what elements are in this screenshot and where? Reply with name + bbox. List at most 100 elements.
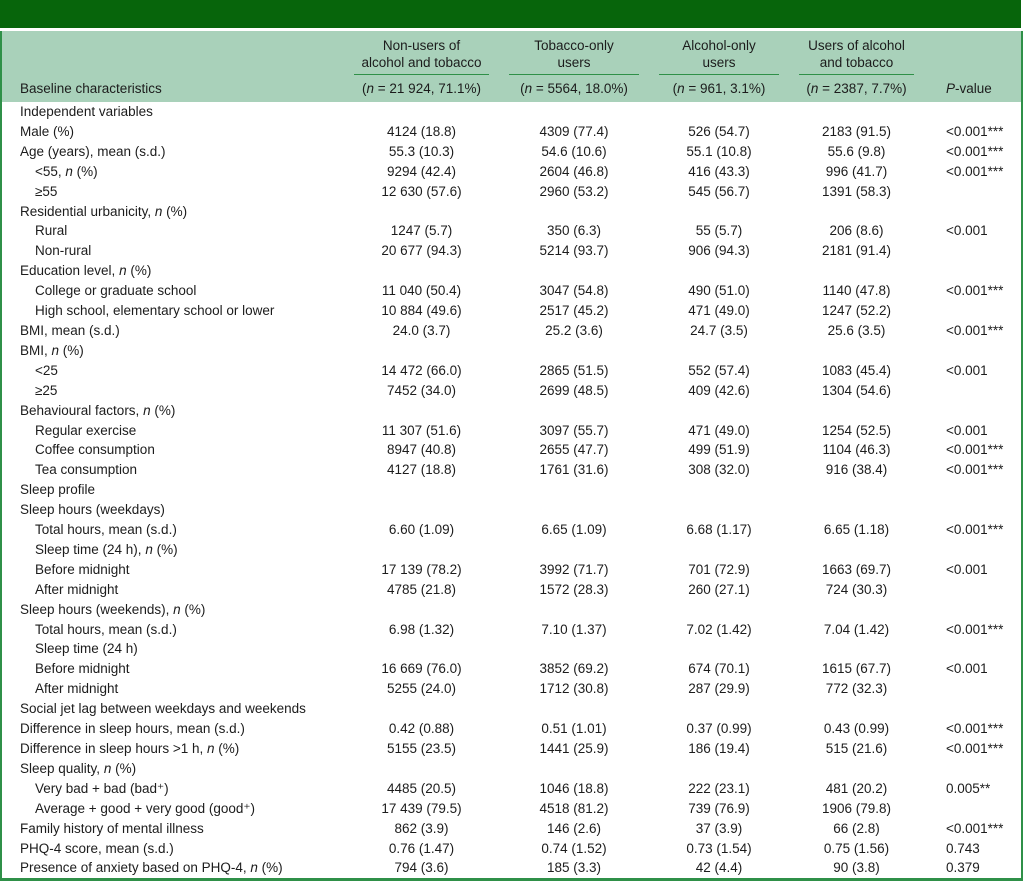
p-value-cell (924, 202, 1022, 222)
p-value-cell (924, 580, 1022, 600)
group-title-line: Users of alcohol (808, 38, 905, 53)
cell-value: 2655 (47.7) (539, 442, 609, 458)
p-value-cell: 0.743 (946, 840, 980, 856)
cell-value (344, 261, 499, 281)
p-value-cell: <0.001 (946, 561, 988, 577)
cell-value: 4309 (77.4) (539, 123, 609, 139)
row-label: ≥25 (35, 382, 58, 398)
p-value-cell: 0.005** (946, 780, 991, 796)
group-title-line: users (702, 54, 736, 70)
cell-value: 0.37 (0.99) (686, 721, 752, 737)
cell-value: 185 (3.3) (546, 860, 602, 876)
table-row: Coffee consumption 8947 (40.8) 2655 (47.7)… (1, 440, 1022, 460)
row-label: <55, n (%) (35, 163, 98, 179)
row-label: Sleep hours (weekends), n (%) (20, 601, 206, 617)
cell-value: 996 (41.7) (825, 163, 888, 179)
row-label: Presence of anxiety based on PHQ-4, n (%… (20, 860, 283, 876)
cell-value (499, 600, 649, 620)
subheader-row: Baseline characteristics (n = 21 924, 71… (1, 75, 1022, 102)
column-group-title: Non-users of alcohol and tobacco (354, 38, 489, 75)
cell-value: 4518 (81.2) (539, 800, 609, 816)
p-value-cell: <0.001 (946, 223, 988, 239)
cell-value: 6.65 (1.09) (541, 522, 607, 538)
cell-value: 11 040 (50.4) (381, 283, 462, 299)
row-label: High school, elementary school or lower (35, 303, 275, 319)
cell-value: 4785 (21.8) (386, 581, 457, 597)
cell-value (649, 759, 789, 779)
cell-value: 1615 (67.7) (821, 661, 892, 677)
cell-value: 5155 (23.5) (386, 741, 457, 756)
row-label: Coffee consumption (35, 442, 155, 458)
cell-value: 4124 (18.8) (386, 123, 457, 139)
cell-value (789, 500, 924, 520)
cell-value: 3992 (71.7) (539, 561, 609, 577)
p-value-cell (924, 241, 1022, 261)
table-row: Sleep hours (weekends), n (%) (1, 600, 1022, 620)
cell-value: 2699 (48.5) (539, 382, 609, 398)
cell-value: 674 (70.1) (688, 661, 750, 677)
cell-value: 350 (6.3) (546, 223, 602, 239)
cell-value: 25.2 (3.6) (545, 322, 603, 338)
p-value-cell (924, 401, 1022, 421)
row-label: PHQ-4 score, mean (s.d.) (20, 840, 174, 856)
group-n-subtitle: (n = 2387, 7.7%) (789, 75, 924, 102)
group-n-subtitle: (n = 21 924, 71.1%) (344, 75, 499, 102)
cell-value: 1083 (45.4) (821, 362, 892, 378)
table-row: Independent variables (1, 102, 1022, 122)
table-row: Sleep profile (1, 480, 1022, 500)
cell-value: 1761 (31.6) (539, 462, 609, 478)
p-value-cell: <0.001*** (946, 442, 1004, 458)
row-label: <25 (35, 362, 58, 378)
p-value-cell: <0.001*** (946, 123, 1004, 139)
p-value-cell (924, 480, 1022, 500)
column-group-tobacco-only: Tobacco-only users (499, 31, 649, 75)
cell-value: 552 (57.4) (688, 362, 750, 378)
p-value-cell (924, 679, 1022, 699)
cell-value (344, 699, 499, 719)
column-group-title: Tobacco-only users (509, 38, 639, 75)
cell-value: 54.6 (10.6) (541, 143, 607, 159)
cell-value: 287 (29.9) (688, 681, 750, 697)
row-label: Difference in sleep hours, mean (s.d.) (20, 721, 245, 737)
table-row: PHQ-4 score, mean (s.d.) 0.76 (1.47) 0.74 … (1, 839, 1022, 859)
cell-value (649, 480, 789, 500)
p-value-cell: <0.001*** (946, 522, 1004, 538)
cell-value: 2517 (45.2) (539, 303, 609, 319)
cell-value (344, 341, 499, 361)
cell-value: 16 669 (76.0) (381, 661, 462, 677)
table-row: Difference in sleep hours, mean (s.d.) 0.… (1, 719, 1022, 739)
table-row: High school, elementary school or lower 1… (1, 301, 1022, 321)
cell-value: 499 (51.9) (688, 442, 750, 458)
row-label: Behavioural factors, n (%) (20, 402, 176, 418)
cell-value (499, 639, 649, 659)
group-title-line: and tobacco (819, 54, 894, 70)
cell-value: 1391 (58.3) (821, 183, 892, 199)
cell-value: 409 (42.6) (688, 382, 750, 398)
table-row: ≥25 7452 (34.0) 2699 (48.5) 409 (42.6) 1304 … (1, 381, 1022, 401)
cell-value: 0.43 (0.99) (823, 721, 890, 737)
p-value-cell (924, 182, 1022, 202)
p-value-cell: <0.001*** (946, 143, 1004, 159)
cell-value: 20 677 (94.3) (381, 243, 462, 259)
p-value-cell: <0.001 (946, 661, 988, 677)
p-value-cell (924, 381, 1022, 401)
p-value-cell: <0.001*** (946, 462, 1004, 478)
cell-value (789, 540, 924, 560)
table-row: Presence of anxiety based on PHQ-4, n (%… (1, 858, 1022, 879)
p-value-cell (924, 639, 1022, 659)
cell-value (344, 759, 499, 779)
p-value-cell (924, 500, 1022, 520)
cell-value: 10 884 (49.6) (381, 303, 462, 319)
cell-value (789, 202, 924, 222)
p-value-cell (924, 261, 1022, 281)
cell-value: 6.60 (1.09) (388, 522, 455, 538)
cell-value (344, 202, 499, 222)
cell-value: 1046 (18.8) (539, 780, 609, 796)
row-label: Non-rural (35, 243, 92, 259)
p-value-cell (924, 699, 1022, 719)
cell-value (649, 202, 789, 222)
cell-value: 1441 (25.9) (539, 741, 609, 756)
cell-value: 3852 (69.2) (539, 661, 609, 677)
table-row: Before midnight 16 669 (76.0) 3852 (69.2) 6… (1, 659, 1022, 679)
table-body: Independent variables Male (%) 4124 (18.8)… (1, 102, 1022, 880)
